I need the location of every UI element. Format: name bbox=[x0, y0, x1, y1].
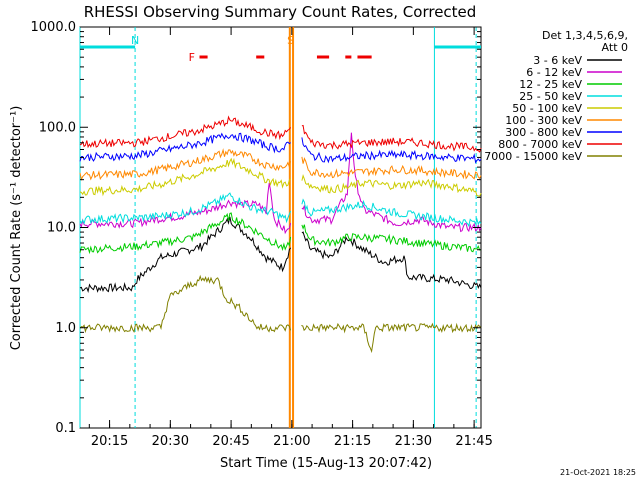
legend-label-0: 3 - 6 keV bbox=[533, 54, 582, 67]
y-tick-label-1: 100.0 bbox=[39, 120, 76, 135]
footer-date: 21-Oct-2021 18:25 bbox=[560, 468, 636, 477]
series-line-7 bbox=[79, 115, 482, 153]
marker-label-n: N bbox=[131, 34, 139, 47]
legend-header-line-2: Att 0 bbox=[602, 41, 628, 54]
x-tick-label-2: 20:45 bbox=[212, 434, 249, 449]
legend-label-4: 50 - 100 keV bbox=[512, 102, 582, 115]
chart-title: RHESSI Observing Summary Count Rates, Co… bbox=[84, 3, 477, 21]
x-tick-label-0: 20:15 bbox=[91, 434, 128, 449]
legend-label-2: 12 - 25 keV bbox=[519, 78, 582, 91]
x-tick-label-3: 21:00 bbox=[273, 434, 310, 449]
x-axis-label: Start Time (15-Aug-13 20:07:42) bbox=[220, 456, 432, 471]
series-line-4 bbox=[79, 157, 482, 197]
series-line-3 bbox=[79, 192, 482, 228]
legend-header-line-1: Det 1,3,4,5,6,9, bbox=[542, 29, 628, 42]
series-line-5 bbox=[79, 148, 482, 181]
axis-layer: 1000.0 100.0 10.0 1.0 0.1 20:15 20:30 20:45 21:0… bbox=[31, 20, 493, 449]
series-line-8 bbox=[79, 274, 482, 354]
x-tick-label-1: 20:30 bbox=[152, 434, 189, 449]
series-layer bbox=[79, 115, 482, 354]
y-tick-label-3: 1.0 bbox=[55, 321, 76, 336]
legend-label-5: 100 - 300 keV bbox=[505, 114, 582, 127]
series-line-0 bbox=[79, 216, 482, 293]
y-axis-label: Corrected Count Rate (s⁻¹ detector⁻¹) bbox=[9, 106, 24, 351]
legend-label-8: 7000 - 15000 keV bbox=[484, 150, 582, 163]
x-tick-label-5: 21:30 bbox=[395, 434, 432, 449]
annotation-layer: N F S bbox=[79, 27, 481, 428]
legend-label-3: 25 - 50 keV bbox=[519, 90, 582, 103]
legend-label-6: 300 - 800 keV bbox=[505, 126, 582, 139]
y-tick-label-2: 10.0 bbox=[47, 221, 76, 236]
x-tick-label-4: 21:15 bbox=[334, 434, 371, 449]
marker-label-f: F bbox=[189, 51, 195, 64]
marker-label-s: S bbox=[287, 34, 294, 47]
series-line-6 bbox=[79, 132, 482, 164]
legend-label-7: 800 - 7000 keV bbox=[498, 138, 582, 151]
y-tick-label-4: 0.1 bbox=[55, 421, 76, 436]
y-tick-label-0: 1000.0 bbox=[31, 20, 77, 35]
series-line-2 bbox=[79, 212, 482, 255]
legend-label-1: 6 - 12 keV bbox=[526, 66, 582, 79]
x-tick-label-6: 21:45 bbox=[455, 434, 492, 449]
